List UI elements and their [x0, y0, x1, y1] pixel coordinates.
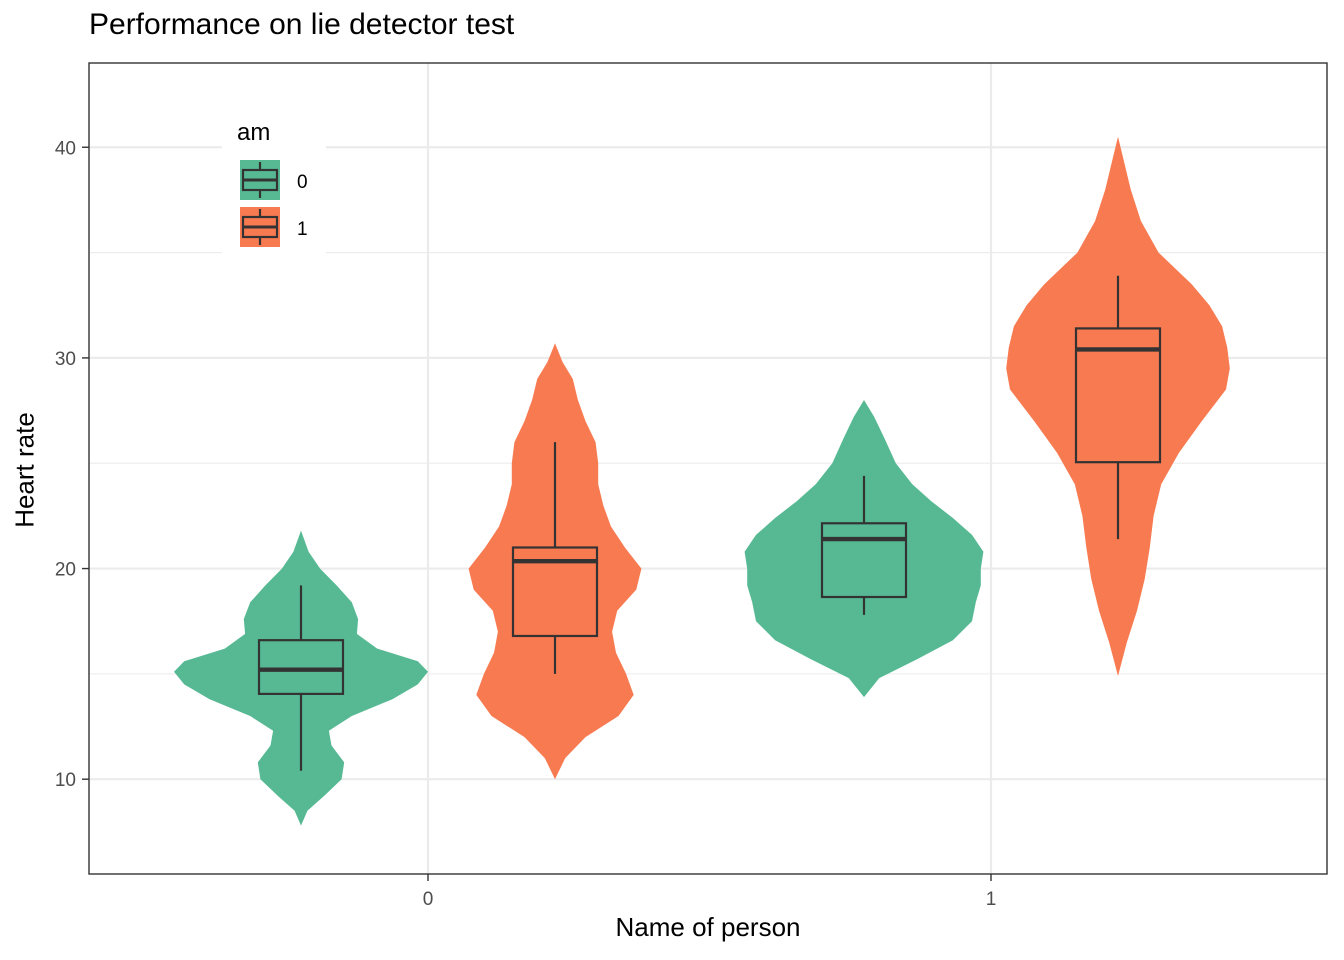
legend-key-am1 — [240, 207, 280, 247]
boxplot-am1-x0 — [511, 442, 599, 674]
boxplot-am0-x0 — [257, 585, 345, 771]
y-tick-label: 40 — [55, 138, 76, 159]
x-tick-label: 0 — [423, 889, 434, 910]
y-tick-label: 30 — [55, 349, 76, 370]
boxplot-am1-x1 — [1074, 275, 1162, 540]
panel-border — [88, 62, 1328, 875]
x-tick-label: 1 — [986, 889, 997, 910]
legend-title: am — [237, 119, 270, 146]
legend: am 0 1 — [222, 114, 326, 260]
plot-panel-border — [88, 62, 1328, 875]
y-tick-label: 20 — [55, 560, 76, 581]
y-axis: 10 20 30 40 — [55, 138, 89, 791]
y-tick-label: 10 — [55, 770, 76, 791]
box-iqr — [820, 522, 908, 599]
x-axis-label: Name of person — [615, 912, 801, 942]
boxplots — [257, 275, 1162, 771]
chart-title: Performance on lie detector test — [89, 8, 515, 41]
legend-label: 1 — [297, 219, 308, 240]
legend-key-am0 — [240, 160, 280, 200]
legend-label: 0 — [297, 172, 308, 193]
box-iqr — [257, 639, 345, 695]
boxplot-am0-x1 — [820, 475, 908, 615]
